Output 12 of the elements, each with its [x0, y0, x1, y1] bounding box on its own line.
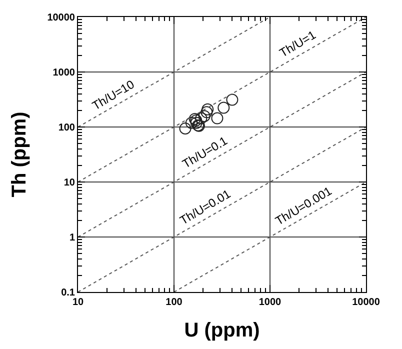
- y-tick-label: 100: [58, 122, 76, 134]
- x-tick-label: 10: [72, 297, 84, 308]
- y-tick-label: 10: [64, 178, 76, 188]
- y-tick-label: 1000: [52, 68, 76, 78]
- x-tick-label: 1000: [258, 297, 282, 308]
- y-tick-label: 1: [69, 232, 76, 244]
- y-axis-title: Th (ppm): [8, 112, 31, 198]
- x-tick-label: 100: [166, 297, 183, 308]
- y-tick-label: 0.1: [61, 288, 76, 298]
- x-axis-title: U (ppm): [184, 320, 260, 342]
- x-tick-label: 10000: [352, 297, 380, 308]
- y-tick-label: 10000: [47, 12, 76, 24]
